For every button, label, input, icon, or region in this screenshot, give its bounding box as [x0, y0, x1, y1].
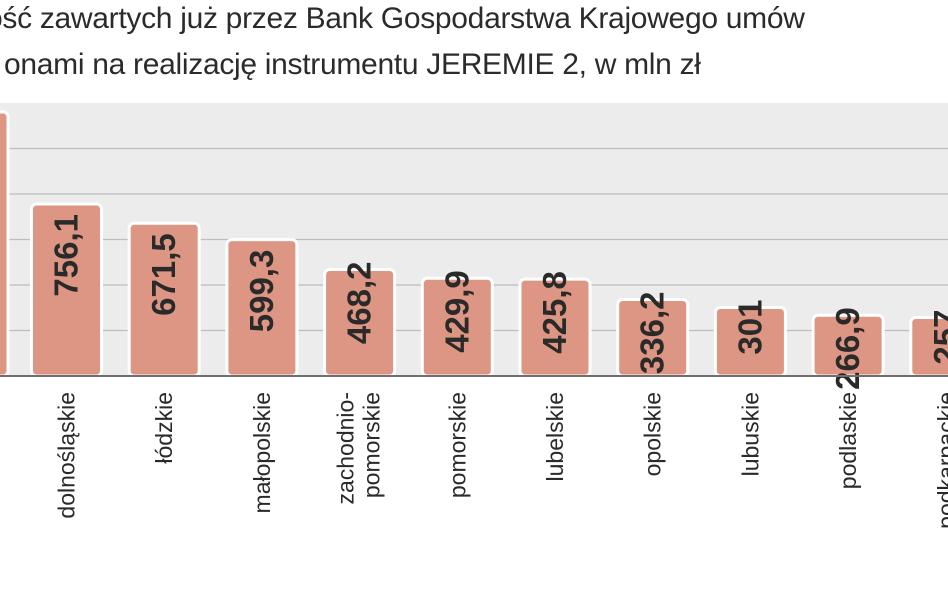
data-label: 336,2: [634, 292, 671, 375]
chart-title-line-1: ość zawartych już przez Bank Gospodarstw…: [0, 2, 805, 35]
category-label: łódzkie: [151, 392, 177, 464]
data-label: 425,8: [536, 271, 573, 354]
data-label: 257: [927, 310, 948, 365]
category-label: lubuskie: [737, 392, 763, 476]
category-label: małopolskie: [249, 392, 275, 513]
category-label: opolskie: [640, 392, 666, 476]
data-label: 468,2: [341, 261, 378, 344]
data-label: 301: [731, 300, 768, 355]
bar-cropped: [0, 110, 10, 378]
category-label: pomorskie: [359, 392, 385, 498]
chart-title-line-2: onami na realizację instrumentu JEREMIE …: [4, 48, 701, 81]
category-label: dolnośląskie: [54, 392, 80, 519]
category-label: zachodnio-: [333, 392, 359, 505]
data-label: 756,1: [48, 214, 85, 297]
category-label: podlaskie: [835, 392, 861, 489]
category-label: podkarpackie: [933, 392, 948, 529]
data-label: 671,5: [145, 233, 182, 316]
data-label: 429,9: [438, 270, 475, 353]
category-label: lubelskie: [542, 392, 568, 482]
category-label: pomorskie: [444, 392, 470, 498]
data-label: 266,9: [829, 307, 866, 390]
data-label: 599,3: [243, 250, 280, 333]
